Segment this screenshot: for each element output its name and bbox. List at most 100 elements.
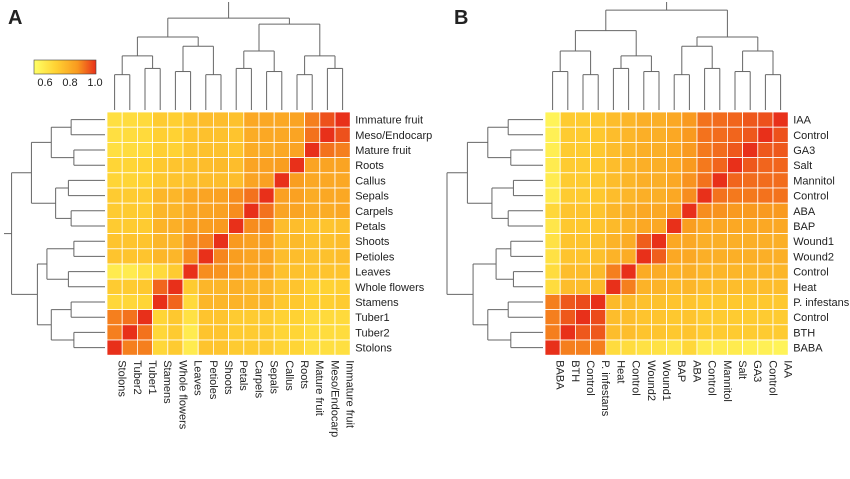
heatmap-cell bbox=[228, 111, 245, 128]
heatmap-cell bbox=[559, 278, 576, 295]
column-label: ABA bbox=[690, 360, 702, 383]
heatmap-cell bbox=[651, 233, 668, 250]
heatmap-cell bbox=[590, 248, 607, 265]
heatmap-cell bbox=[742, 278, 759, 295]
heatmap-cell bbox=[711, 309, 728, 326]
heatmap-cell bbox=[136, 126, 153, 143]
heatmap-cell bbox=[666, 263, 683, 280]
heatmap-cell bbox=[288, 339, 305, 356]
heatmap-cell bbox=[106, 217, 123, 234]
column-label: Stamens bbox=[161, 360, 173, 404]
heatmap-cell bbox=[559, 157, 576, 174]
heatmap-cell bbox=[711, 293, 728, 310]
heatmap-cell bbox=[273, 217, 290, 234]
heatmap-cell bbox=[136, 202, 153, 219]
heatmap-cell bbox=[544, 217, 561, 234]
heatmap-cell bbox=[243, 126, 260, 143]
heatmap-cell bbox=[334, 278, 351, 295]
heatmap-cell bbox=[197, 126, 214, 143]
heatmap-cell bbox=[651, 187, 668, 204]
heatmap-cell bbox=[288, 248, 305, 265]
heatmap-cell bbox=[197, 172, 214, 189]
heatmap-cell bbox=[228, 141, 245, 158]
heatmap-cell bbox=[590, 309, 607, 326]
heatmap-cell bbox=[651, 293, 668, 310]
heatmap-cell bbox=[197, 157, 214, 174]
heatmap-cell bbox=[666, 111, 683, 128]
heatmap-cell bbox=[620, 126, 637, 143]
heatmap-cell bbox=[273, 111, 290, 128]
heatmap-cell bbox=[197, 278, 214, 295]
column-label: Leaves bbox=[192, 360, 204, 396]
column-label: Heat bbox=[614, 360, 626, 383]
heatmap-cell bbox=[228, 263, 245, 280]
column-label: Callus bbox=[283, 360, 295, 391]
heatmap-cell bbox=[106, 339, 123, 356]
heatmap-cell bbox=[742, 202, 759, 219]
heatmap-cell bbox=[635, 202, 652, 219]
heatmap-cell bbox=[605, 111, 622, 128]
row-label: BABA bbox=[793, 343, 823, 355]
heatmap-cell bbox=[212, 126, 229, 143]
panel-b-row-labels: IAA Control GA3 Salt Mannitol Control ABA BAP Wo… bbox=[793, 115, 850, 355]
heatmap-cell bbox=[334, 187, 351, 204]
heatmap-cell bbox=[197, 293, 214, 310]
heatmap-cell bbox=[711, 172, 728, 189]
heatmap-cell bbox=[273, 141, 290, 158]
heatmap-cell bbox=[559, 187, 576, 204]
heatmap-cell bbox=[742, 324, 759, 341]
heatmap-cell bbox=[258, 278, 275, 295]
heatmap-cell bbox=[273, 293, 290, 310]
heatmap-cell bbox=[742, 248, 759, 265]
heatmap-cell bbox=[182, 157, 199, 174]
heatmap-cell bbox=[696, 309, 713, 326]
heatmap-cell bbox=[167, 157, 184, 174]
heatmap-cell bbox=[212, 263, 229, 280]
panel-a: A 0.6 0.8 1.0 Immature fruit Meso/Endocar… bbox=[4, 2, 432, 437]
heatmap-cell bbox=[575, 217, 592, 234]
heatmap-cell bbox=[182, 248, 199, 265]
heatmap-cell bbox=[757, 263, 774, 280]
heatmap-cell bbox=[696, 248, 713, 265]
heatmap-cell bbox=[136, 157, 153, 174]
heatmap-cell bbox=[258, 141, 275, 158]
panel-a-column-dendrogram bbox=[114, 2, 344, 110]
heatmap-cell bbox=[243, 187, 260, 204]
column-label: Tuber1 bbox=[146, 360, 158, 394]
heatmap-cell bbox=[772, 202, 789, 219]
heatmap-cell bbox=[666, 141, 683, 158]
heatmap-cell bbox=[106, 111, 123, 128]
heatmap-cell bbox=[182, 217, 199, 234]
heatmap-cell bbox=[742, 293, 759, 310]
heatmap-cell bbox=[620, 141, 637, 158]
heatmap-cell bbox=[197, 202, 214, 219]
heatmap-cell bbox=[273, 278, 290, 295]
heatmap-cell bbox=[258, 111, 275, 128]
heatmap-cell bbox=[243, 141, 260, 158]
heatmap-cell bbox=[136, 141, 153, 158]
heatmap-cell bbox=[152, 202, 169, 219]
color-key-tick: 1.0 bbox=[87, 77, 102, 89]
heatmap-cell bbox=[772, 157, 789, 174]
heatmap-cell bbox=[334, 157, 351, 174]
heatmap-cell bbox=[544, 172, 561, 189]
heatmap-cell bbox=[635, 233, 652, 250]
heatmap-cell bbox=[182, 339, 199, 356]
row-label: Control bbox=[793, 130, 828, 142]
heatmap-cell bbox=[197, 141, 214, 158]
heatmap-cell bbox=[605, 263, 622, 280]
heatmap-cell bbox=[727, 202, 744, 219]
heatmap-cell bbox=[757, 293, 774, 310]
heatmap-cell bbox=[258, 339, 275, 356]
heatmap-cell bbox=[258, 217, 275, 234]
heatmap-cell bbox=[575, 309, 592, 326]
heatmap-cell bbox=[106, 126, 123, 143]
heatmap-cell bbox=[635, 293, 652, 310]
row-label: P. infestans bbox=[793, 297, 850, 309]
heatmap-cell bbox=[319, 293, 336, 310]
column-label: Control bbox=[584, 360, 596, 395]
heatmap-cell bbox=[197, 217, 214, 234]
heatmap-cell bbox=[711, 202, 728, 219]
heatmap-cell bbox=[620, 263, 637, 280]
heatmap-cell bbox=[590, 278, 607, 295]
